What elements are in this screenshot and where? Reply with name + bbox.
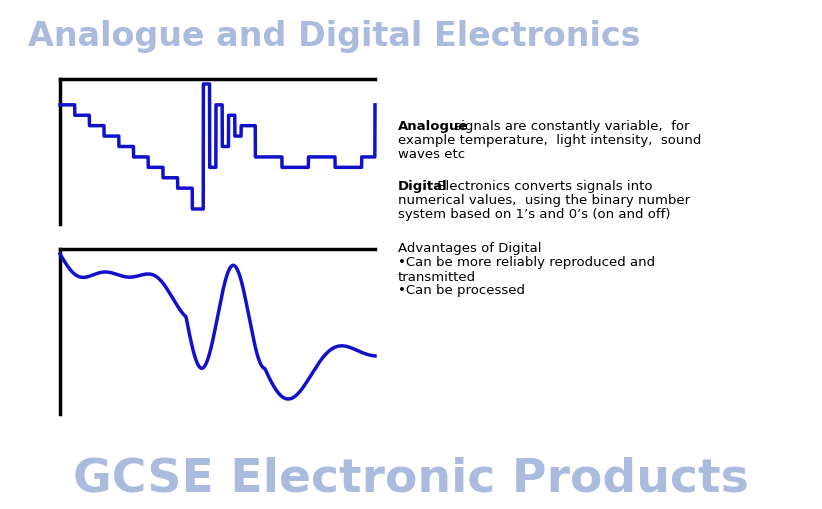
- Text: example temperature,  light intensity,  sound: example temperature, light intensity, so…: [398, 134, 701, 147]
- Text: Analogue and Digital Electronics: Analogue and Digital Electronics: [28, 20, 640, 53]
- Text: waves etc: waves etc: [398, 148, 465, 161]
- Text: numerical values,  using the binary number: numerical values, using the binary numbe…: [398, 193, 690, 207]
- Text: signals are constantly variable,  for: signals are constantly variable, for: [450, 120, 690, 133]
- Text: Analogue: Analogue: [398, 120, 469, 133]
- Text: Digital: Digital: [398, 180, 448, 192]
- Text: Advantages of Digital: Advantages of Digital: [398, 242, 542, 254]
- Text: •Can be more reliably reproduced and
transmitted: •Can be more reliably reproduced and tra…: [398, 256, 655, 284]
- Text: system based on 1’s and 0’s (on and off): system based on 1’s and 0’s (on and off): [398, 208, 671, 220]
- Text: •Can be processed: •Can be processed: [398, 284, 525, 296]
- Text: GCSE Electronic Products: GCSE Electronic Products: [73, 456, 749, 501]
- Text: Electronics converts signals into: Electronics converts signals into: [433, 180, 653, 192]
